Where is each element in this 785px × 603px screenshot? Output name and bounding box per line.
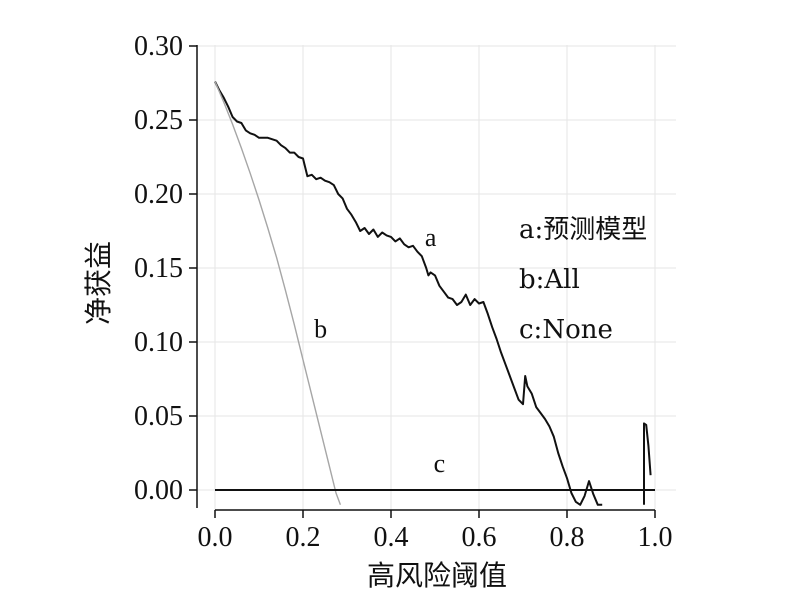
y-tick-label: 0.30 bbox=[134, 31, 183, 62]
annotation-a: a bbox=[425, 223, 437, 252]
grid bbox=[197, 45, 676, 510]
annotation-c: c bbox=[434, 449, 446, 478]
y-tick-label: 0.20 bbox=[134, 179, 183, 210]
y-tick-labels: 0.00 0.05 0.10 0.15 0.20 0.25 0.30 bbox=[134, 31, 183, 506]
legend-entry: b:All bbox=[519, 265, 580, 295]
curve-annotations: a b c bbox=[314, 223, 445, 478]
series-line-a bbox=[643, 422, 652, 505]
x-tick-label: 1.0 bbox=[638, 522, 673, 553]
y-tick-label: 0.25 bbox=[134, 105, 183, 136]
x-tick-label: 0.0 bbox=[198, 522, 233, 553]
axes bbox=[189, 45, 656, 518]
x-tick-label: 0.6 bbox=[462, 522, 497, 553]
x-axis-title: 高风险阈值 bbox=[367, 559, 507, 592]
legend: a:预测模型 b:All c:None bbox=[519, 215, 647, 345]
y-tick-label: 0.00 bbox=[134, 475, 183, 506]
y-tick-label: 0.05 bbox=[134, 401, 183, 432]
legend-entry: c:None bbox=[519, 315, 613, 345]
y-tick-label: 0.15 bbox=[134, 253, 183, 284]
annotation-b: b bbox=[314, 315, 327, 344]
x-tick-label: 0.8 bbox=[550, 522, 585, 553]
series-line-a bbox=[214, 81, 603, 506]
x-tick-label: 0.2 bbox=[286, 522, 321, 553]
series-line-b bbox=[214, 81, 342, 506]
series-lines bbox=[214, 81, 655, 506]
x-tick-label: 0.4 bbox=[374, 522, 409, 553]
y-axis-title: 净获益 bbox=[82, 241, 115, 325]
x-tick-labels: 0.0 0.2 0.4 0.6 0.8 1.0 bbox=[198, 522, 673, 553]
y-tick-label: 0.10 bbox=[134, 327, 183, 358]
legend-entry: a:预测模型 bbox=[519, 215, 647, 245]
